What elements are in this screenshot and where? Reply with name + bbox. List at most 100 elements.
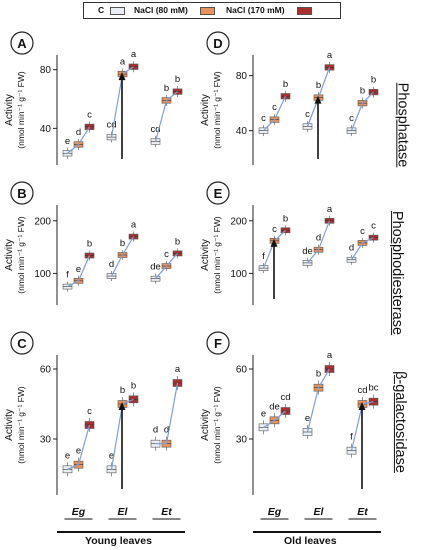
side-title-phosphodiesterase: Phosphodiesterase [389,210,406,336]
significance-letter: a [131,220,137,231]
x-category-label: Et [357,506,368,518]
significance-letter: e [261,408,266,419]
trend-line [67,126,91,154]
y-axis-unit: (nmol min⁻¹ g⁻¹ FW) [16,71,26,149]
y-axis-unit: (nmol min⁻¹ g⁻¹ FW) [212,71,222,149]
y-tick-label: 200 [34,216,51,227]
young-leaves-line [57,531,185,533]
significance-letter: c [305,109,310,120]
legend-swatch-nacl170 [297,7,312,15]
panel-badge [10,331,34,355]
legend-swatch-nacl80 [200,7,215,15]
young-leaves-label: Young leaves [85,535,152,547]
y-tick-label: 30 [40,435,52,446]
arrow-head [118,402,126,410]
panel-badge [10,31,34,55]
significance-letter: c [164,249,169,260]
trend-line [350,91,374,131]
significance-letter: c [371,221,376,232]
arrow-head [270,238,278,247]
trend-line [155,382,179,445]
y-tick-label: 60 [40,365,52,376]
y-tick-label: 200 [230,216,247,227]
significance-letter: e [109,450,114,461]
significance-letter: de [269,401,280,412]
significance-letter: cd [357,385,367,396]
significance-letter: c [261,113,266,124]
trend-line [67,255,91,288]
y-tick-label: 60 [236,365,248,376]
significance-letter: bc [368,383,378,394]
panel-badge [10,181,34,205]
panel-letter: B [17,186,26,201]
significance-letter: b [360,86,365,97]
y-tick-label: 100 [230,269,247,280]
panel-badge [206,181,230,205]
panel-letter: C [17,336,27,351]
significance-letter: b [316,80,321,91]
significance-letter: b [87,239,92,250]
y-axis-label: Activity [200,239,211,271]
significance-letter: c [360,226,365,237]
significance-letter: d [164,425,169,436]
y-tick-label: 80 [236,71,248,82]
x-category-label: El [118,506,129,518]
trend-line [154,91,178,142]
x-category-label: Eg [72,506,86,518]
significance-letter: a [327,350,333,361]
significance-letter: d [349,243,354,254]
panel-letter: F [214,336,222,351]
significance-letter: b [131,380,136,391]
trend-line [307,220,331,264]
arrow-head [314,95,322,104]
significance-letter: a [327,50,333,61]
significance-letter: f [262,251,265,262]
y-axis-label: Activity [4,409,15,441]
legend-label-control: C [98,5,105,15]
significance-letter: a [120,57,126,68]
y-axis-label: Activity [200,409,211,441]
side-title-galactosidase: β-galactosidase [391,371,408,473]
y-tick-label: 80 [40,65,52,76]
legend-label-nacl170: NaCl (170 mM) [226,5,285,15]
significance-letter: d [153,425,158,436]
significance-letter: b [164,83,169,94]
y-tick-label: 40 [40,124,52,135]
significance-letter: c [87,406,92,417]
x-category-label: El [314,506,325,518]
significance-letter: c [349,113,354,124]
panel-letter: A [17,36,27,51]
y-axis-unit: (nmol min⁻¹ g⁻¹ FW) [16,386,26,464]
y-axis-unit: (nmol min⁻¹ g⁻¹ FW) [212,386,222,464]
significance-letter: c [272,102,277,113]
y-tick-label: 40 [236,126,248,137]
significance-letter: e [65,136,70,147]
significance-letter: b [371,75,376,86]
significance-letter: a [131,49,137,60]
old-leaves-line [253,531,381,533]
trend-line [155,253,178,280]
y-axis-label: Activity [200,94,211,126]
trend-line [263,95,287,132]
side-title-phosphatase: Phosphatase [394,82,411,168]
significance-letter: de [302,246,313,257]
panel-letter: D [213,36,222,51]
y-tick-label: 100 [34,269,51,280]
significance-letter: c [272,224,277,235]
significance-letter: b [283,79,288,90]
significance-letter: a [175,364,181,375]
y-tick-label: 30 [236,435,248,446]
x-category-label: Et [161,506,172,518]
significance-letter: d [76,127,81,138]
panel-badge [206,31,230,55]
legend-swatch-control [110,7,125,15]
y-axis-unit: (nmol min⁻¹ g⁻¹ FW) [212,216,222,294]
significance-letter: f [350,432,353,443]
panel-letter: E [214,186,223,201]
significance-letter: e [76,264,81,275]
significance-letter: de [150,262,161,273]
